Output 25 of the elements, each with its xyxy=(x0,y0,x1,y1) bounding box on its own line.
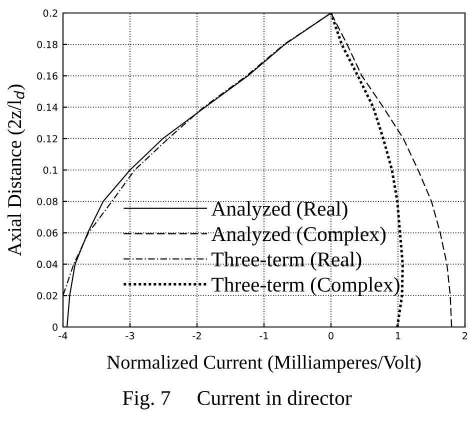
x-tick-label: -4 xyxy=(58,332,68,340)
legend-label: Analyzed (Complex) xyxy=(211,226,386,246)
y-tick-label: 0.04 xyxy=(37,260,58,268)
legend-label: Three-term (Complex) xyxy=(212,277,400,296)
legend-label: Three-term (Real) xyxy=(212,252,362,271)
y-tick-label: 0 xyxy=(52,323,58,331)
y-tick-label: 0.18 xyxy=(37,40,58,48)
y-tick-label: 0.02 xyxy=(37,292,58,300)
y-tick-label: 0.2 xyxy=(43,9,58,17)
x-axis-title: Normalized Current (Milliamperes/Volt) xyxy=(107,355,421,373)
legend-label: Analyzed (Real) xyxy=(211,201,348,220)
y-tick-label: 0.14 xyxy=(37,104,58,112)
x-tick-label: -2 xyxy=(192,332,201,340)
x-tick-label: 1 xyxy=(396,332,400,340)
y-tick-label: 0.08 xyxy=(37,198,58,206)
x-tick-label: 2 xyxy=(462,332,468,340)
y-tick-label: 0.12 xyxy=(37,135,58,142)
y-tick-label: 0.16 xyxy=(37,72,58,80)
caption: Fig. 7 Current in director xyxy=(122,390,352,410)
x-tick-label: -1 xyxy=(260,332,268,340)
x-tick-label: 0 xyxy=(328,332,334,340)
y-tick-label: 0.1 xyxy=(43,166,58,174)
y-tick-label: 0.06 xyxy=(37,229,58,237)
y-axis-title: Axial Distance (2z/l$_{d}$) xyxy=(7,84,26,256)
x-tick-label: -3 xyxy=(126,332,134,340)
